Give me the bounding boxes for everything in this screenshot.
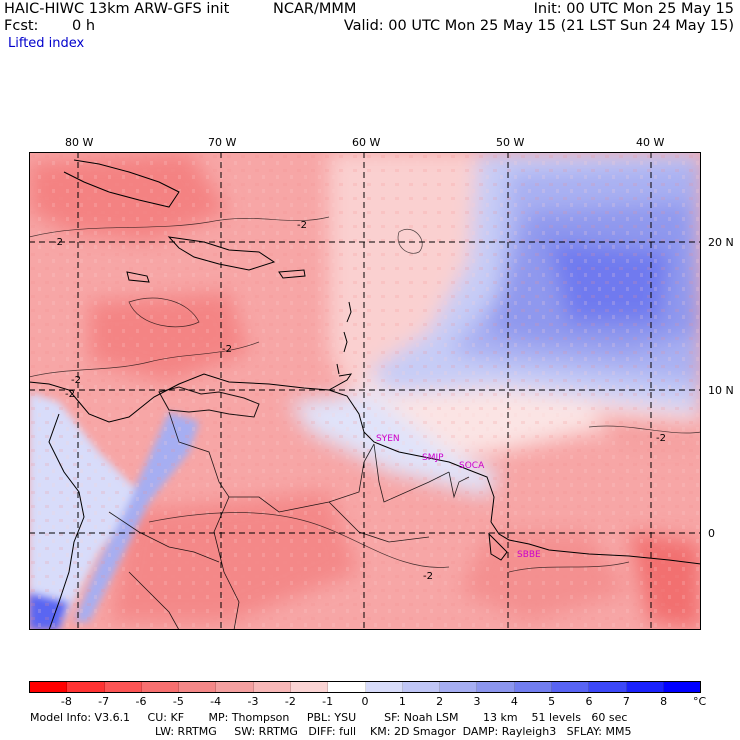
contour-label: -2 xyxy=(65,389,75,400)
country-borders xyxy=(108,411,470,630)
colorbar-tick-label: 6 xyxy=(585,695,593,708)
colorbar-tick-label: 5 xyxy=(548,695,556,708)
noise-texture xyxy=(29,152,701,630)
lon-label-80w: 80 W xyxy=(65,136,94,149)
lifted-index-map: -2 -2 -2 -2 -2 -2 -2 SYEN SMJP SOCA SBBE xyxy=(29,152,701,630)
lat-lon-grid xyxy=(29,152,701,630)
colorbar-tick-label: -5 xyxy=(172,695,184,708)
colorbar-swatch xyxy=(589,682,627,692)
colorbar-unit: °C xyxy=(693,695,707,708)
colorbar-swatch xyxy=(477,682,515,692)
lat-label-10n: 10 N xyxy=(708,384,734,397)
lon-label-40w: 40 W xyxy=(636,136,665,149)
contour-label: -2 xyxy=(53,237,63,248)
contour-label: -2 xyxy=(71,375,81,386)
colorbar-swatch xyxy=(141,682,180,692)
contour-label: -2 xyxy=(297,220,307,231)
colorbar-tick-label: -1 xyxy=(322,695,334,708)
contour-label-group: -2 -2 -2 -2 -2 -2 -2 xyxy=(53,220,666,582)
colorbar-swatch xyxy=(402,682,441,692)
colorbar-tick-label: 4 xyxy=(510,695,518,708)
map-frame xyxy=(29,152,701,630)
colorbar-tick-label: 3 xyxy=(473,695,481,708)
colorbar-tick-label: 0 xyxy=(361,695,369,708)
colorbar-swatch xyxy=(67,682,105,692)
colorbar-tick-label: -8 xyxy=(60,695,72,708)
colorbar-tick-label: -4 xyxy=(210,695,222,708)
colorbar-tick-label: 2 xyxy=(436,695,444,708)
colorbar-swatch xyxy=(440,682,478,692)
model-info-line-1: Model Info: V3.6.1 CU: KF MP: Thompson P… xyxy=(30,711,628,724)
colorbar-tick-label: 8 xyxy=(660,695,668,708)
contour-label: -2 xyxy=(222,344,232,355)
station-labels: SYEN SMJP SOCA SBBE xyxy=(376,434,541,560)
valid-time: Valid: 00 UTC Mon 25 May 15 (21 LST Sun … xyxy=(343,18,734,34)
contour-label: -2 xyxy=(656,433,666,444)
lon-label-70w: 70 W xyxy=(208,136,237,149)
colorbar-swatch xyxy=(30,682,68,692)
colorbar-tick-label: -6 xyxy=(135,695,147,708)
colorbar-swatch xyxy=(328,682,366,692)
field-name: Lifted index xyxy=(8,36,85,51)
colorbar-ticks: -8 -7 -6 -5 -4 -3 -2 -1 0 1 2 3 4 5 6 7 8 xyxy=(29,696,701,708)
colorbar-swatch xyxy=(626,682,664,692)
center-label: NCAR/MMM xyxy=(273,1,357,17)
colorbar-tick-label: 7 xyxy=(622,695,630,708)
colorbar-swatch xyxy=(663,682,701,692)
lat-label-20n: 20 N xyxy=(708,236,734,249)
colorbar-swatch xyxy=(514,682,552,692)
colorbar-tick-label: -7 xyxy=(98,695,110,708)
colorbar-swatch xyxy=(253,682,291,692)
coastlines xyxy=(29,159,701,630)
colorbar-tick-label: 1 xyxy=(398,695,406,708)
colorbar-swatch xyxy=(551,682,590,692)
station-label: SBBE xyxy=(517,550,541,560)
forecast-hour: 0 h xyxy=(72,18,96,34)
colorbar-tick-label: -3 xyxy=(247,695,259,708)
init-time: Init: 00 UTC Mon 25 May 15 xyxy=(533,1,734,17)
contour-label: -2 xyxy=(423,571,433,582)
lon-label-60w: 60 W xyxy=(352,136,381,149)
colorbar-swatch xyxy=(104,682,142,692)
station-label: SMJP xyxy=(422,453,444,463)
lat-label-0: 0 xyxy=(708,527,715,540)
model-info-line-2: LW: RRTMG SW: RRTMG DIFF: full KM: 2D Sm… xyxy=(155,725,632,738)
lon-label-50w: 50 W xyxy=(496,136,525,149)
station-label: SYEN xyxy=(376,434,400,444)
model-title: HAIC-HIWC 13km ARW-GFS init xyxy=(4,1,230,17)
station-label: SOCA xyxy=(459,461,485,471)
colorbar xyxy=(29,681,701,693)
lifted-index-contours xyxy=(29,216,701,573)
colorbar-swatch xyxy=(365,682,403,692)
colorbar-swatch xyxy=(216,682,254,692)
forecast-label: Fcst: xyxy=(4,18,39,34)
colorbar-swatch xyxy=(290,682,329,692)
colorbar-swatch xyxy=(179,682,217,692)
colorbar-tick-label: -2 xyxy=(284,695,296,708)
